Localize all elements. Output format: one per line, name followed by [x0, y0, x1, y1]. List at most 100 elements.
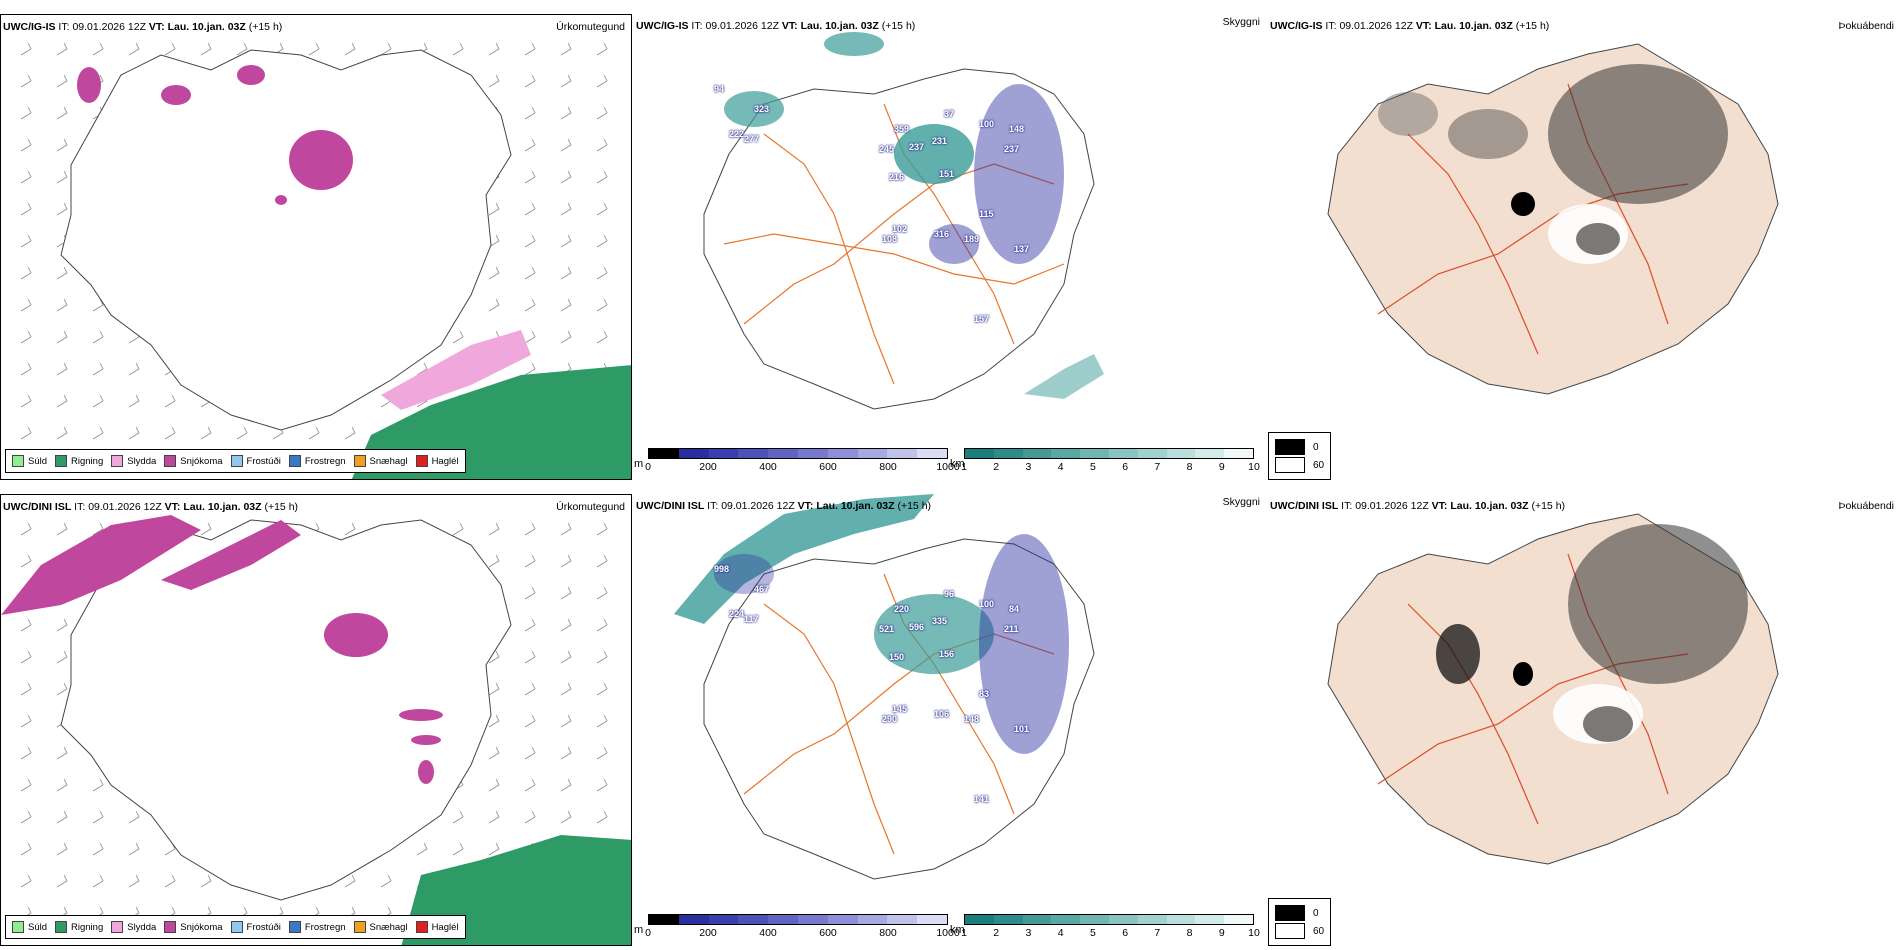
- lead-time: (+15 h): [897, 500, 932, 512]
- colorbar-tick-label: 9: [1218, 927, 1225, 939]
- visibility-value-label: 998: [714, 564, 730, 574]
- fog-legend: 0 60: [1268, 432, 1332, 480]
- legend-item: Snæhagl: [353, 921, 408, 933]
- panel-title: Þokuábendi: [1838, 20, 1894, 32]
- visibility-value-label: 224: [729, 609, 745, 619]
- legend-item: Slydda: [111, 455, 156, 467]
- fog-legend-high: 60: [1313, 925, 1325, 937]
- legend-item: Frostúði: [230, 455, 281, 467]
- colorbar-unit: km: [950, 924, 965, 936]
- legend-swatch: [230, 921, 243, 933]
- panel-header: UWC/DINI ISL IT: 09.01.2026 12Z VT: Lau.…: [3, 501, 298, 513]
- legend-swatch: [415, 921, 428, 933]
- colorbar-tick-label: 2: [993, 927, 1000, 939]
- colorbar-tick-label: 5: [1089, 461, 1096, 473]
- visibility-value-label: 189: [964, 234, 980, 244]
- it-label: IT:: [58, 21, 70, 33]
- legend-label: Haglél: [431, 455, 459, 467]
- legend-item: Frostregn: [288, 455, 346, 467]
- colorbar-tick-label: 8: [1186, 461, 1193, 473]
- visibility-value-label: 115: [979, 209, 994, 219]
- model-name: UWC/DINI ISL: [636, 500, 705, 512]
- legend-label: Slydda: [127, 921, 157, 933]
- visibility-value-label: 323: [754, 104, 770, 114]
- legend-item: Snjókoma: [164, 921, 223, 933]
- colorbar-unit: m: [634, 924, 644, 936]
- panel-header: UWC/IG-IS IT: 09.01.2026 12Z VT: Lau. 10…: [1270, 20, 1549, 32]
- legend-swatch: [55, 455, 68, 467]
- colorbar-tick-label: 1000: [936, 461, 960, 473]
- visibility-value-label: 100: [979, 119, 995, 129]
- legend-label: Frostregn: [304, 455, 346, 467]
- legend-swatch: [12, 921, 24, 933]
- legend-label: Rigning: [71, 455, 104, 467]
- lead-time: (+15 h): [1531, 500, 1566, 512]
- colorbar-tick-label: 0: [645, 461, 651, 473]
- vt-label: VT:: [148, 21, 165, 33]
- visibility-value-label: 521: [879, 624, 895, 634]
- legend-swatch: [230, 455, 243, 467]
- colorbar-tick-label: 800: [879, 461, 897, 473]
- visibility-value-label: 151: [939, 169, 955, 179]
- colorbar-tick-label: 4: [1057, 927, 1064, 939]
- legend-label: Snæhagl: [369, 455, 408, 467]
- it-value: 09.01.2026 12Z: [1355, 500, 1429, 512]
- colorbar-tick-label: 3: [1025, 461, 1032, 473]
- vt-label: VT:: [781, 20, 798, 32]
- model-name: UWC/IG-IS: [3, 21, 56, 33]
- visibility-value-label: 211: [1004, 624, 1019, 634]
- visibility-value-label: 290: [882, 714, 898, 724]
- panel-header: UWC/IG-IS IT: 09.01.2026 12Z VT: Lau. 10…: [3, 21, 282, 33]
- lead-time: (+15 h): [264, 501, 299, 513]
- visibility-value-label: 108: [882, 234, 898, 244]
- legend-item: Frostúði: [230, 921, 281, 933]
- visibility-value-label: 96: [944, 589, 955, 599]
- legend-item: Súld: [12, 455, 47, 467]
- legend-item: Rigning: [55, 455, 103, 467]
- visibility-value-label: 83: [979, 689, 990, 699]
- visibility-value-label: 117: [744, 614, 759, 624]
- colorbar-tick-label: 8: [1186, 927, 1193, 939]
- it-label: IT:: [74, 501, 86, 513]
- colorbar-tick-label: 7: [1154, 461, 1161, 473]
- fog-legend-low: 0: [1313, 907, 1319, 919]
- panel-title: Skyggni: [1222, 16, 1260, 28]
- colorbar-tick-label: 4: [1057, 461, 1064, 473]
- vt-label: VT:: [1415, 20, 1432, 32]
- legend-swatch: [111, 455, 124, 467]
- panel-title: Þokuábendi: [1838, 500, 1894, 512]
- model-name: UWC/IG-IS: [1270, 20, 1323, 32]
- colorbar-ticks: 0 200 400 600 800 1000: [645, 927, 960, 941]
- colorbar-tick-label: 7: [1154, 927, 1161, 939]
- legend-label: Frostúði: [246, 455, 281, 467]
- colorbar-tick-label: 600: [819, 461, 837, 473]
- legend-label: Snæhagl: [369, 921, 408, 933]
- legend-swatch: [12, 455, 24, 467]
- colorbar-km: km 1 2 3 4 5 6 7 8 9 10: [950, 914, 1260, 944]
- vt-value: Lau. 10.jan. 03Z: [816, 500, 895, 512]
- precip-legend: Súld Rigning Slydda Snjókoma Frostúði Frostre…: [5, 915, 466, 939]
- colorbar-unit: km: [950, 458, 965, 470]
- legend-swatch: [353, 455, 366, 467]
- it-label: IT:: [691, 20, 703, 32]
- panel-header: UWC/DINI ISL IT: 09.01.2026 12Z VT: Lau.…: [1270, 500, 1565, 512]
- colorbar-tick-label: 400: [759, 461, 777, 473]
- visibility-value-label: 245: [879, 144, 895, 154]
- it-label: IT:: [1325, 20, 1337, 32]
- panel-title: Úrkomutegund: [556, 501, 625, 513]
- fog-map: [1327, 43, 1779, 395]
- colorbar-tick-label: 2: [993, 461, 1000, 473]
- visibility-value-label: 216: [889, 172, 905, 182]
- colorbar-tick-label: 1000: [936, 927, 960, 939]
- vt-value: Lau. 10.jan. 03Z: [167, 21, 246, 33]
- visibility-value-label: 157: [974, 314, 990, 324]
- lead-time: (+15 h): [248, 21, 283, 33]
- visibility-value-label: 335: [932, 616, 948, 626]
- precip-type-map: [20, 42, 631, 479]
- model-name: UWC/IG-IS: [636, 20, 689, 32]
- colorbar-tick-label: 10: [1248, 927, 1260, 939]
- legend-item: Frostregn: [288, 921, 346, 933]
- visibility-value-label: 141: [974, 794, 990, 804]
- visibility-value-label: 84: [1009, 604, 1020, 614]
- fog-panel-row1: UWC/IG-IS IT: 09.01.2026 12Z VT: Lau. 10…: [1268, 14, 1900, 480]
